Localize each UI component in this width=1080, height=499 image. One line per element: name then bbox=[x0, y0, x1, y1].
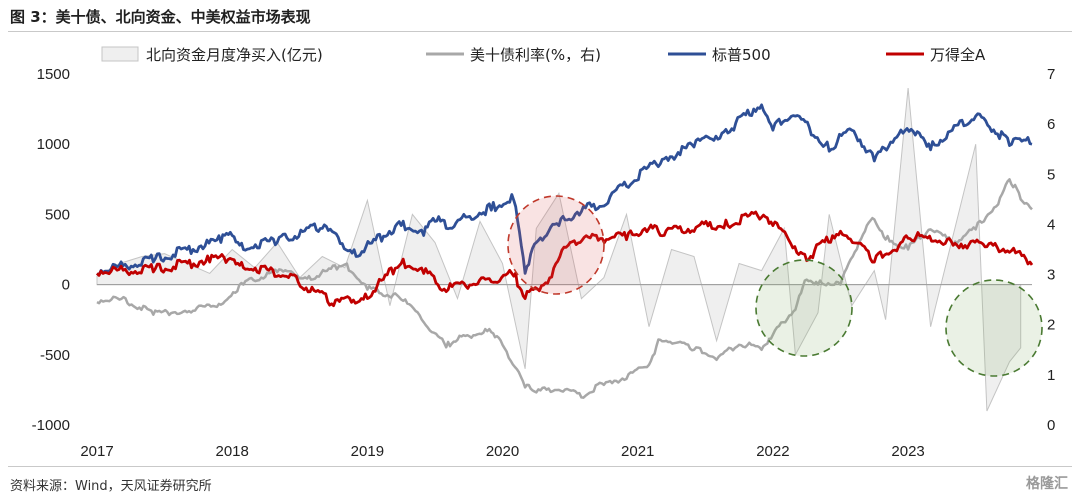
chart-title: 图 3：美十债、北向资金、中美权益市场表现 bbox=[10, 8, 311, 26]
highlight-circle-2023 bbox=[945, 279, 1043, 377]
series-line-sp500 bbox=[96, 103, 1033, 277]
x-tick-label: 2020 bbox=[486, 443, 519, 460]
highlight-circle-2020 bbox=[507, 195, 605, 295]
footer-divider bbox=[8, 466, 1072, 467]
y-left-tick-label: -1000 bbox=[32, 417, 70, 434]
y-left-tick-label: 500 bbox=[45, 206, 70, 223]
legend: 北向资金月度净买入(亿元) 美十债利率(%，右) 标普500 万得全A bbox=[101, 46, 986, 64]
legend-label: 标普500 bbox=[712, 46, 771, 64]
legend-label: 美十债利率(%，右) bbox=[470, 46, 601, 64]
y-right-tick-label: 2 bbox=[1047, 317, 1055, 334]
annotations bbox=[507, 195, 1043, 377]
y-right-tick-label: 6 bbox=[1047, 116, 1055, 133]
series-line-us10y bbox=[96, 178, 1033, 399]
plot-area bbox=[96, 87, 1034, 412]
highlight-circle-2022 bbox=[755, 259, 853, 357]
y-right-tick-label: 1 bbox=[1047, 367, 1055, 384]
y-left-tick-label: 0 bbox=[62, 277, 70, 294]
x-tick-label: 2023 bbox=[891, 443, 924, 460]
y-left-tick-label: 1000 bbox=[37, 136, 70, 153]
x-tick-label: 2022 bbox=[756, 443, 789, 460]
y-right-tick-label: 4 bbox=[1047, 216, 1055, 233]
watermark: 格隆汇 bbox=[1026, 476, 1068, 492]
y-left-tick-label: -500 bbox=[40, 347, 70, 364]
legend-label: 北向资金月度净买入(亿元) bbox=[146, 46, 323, 64]
source-note: 资料来源：Wind，天风证券研究所 bbox=[10, 479, 212, 494]
legend-label: 万得全A bbox=[930, 46, 986, 64]
y-right-tick-label: 7 bbox=[1047, 66, 1055, 83]
x-tick-label: 2018 bbox=[215, 443, 248, 460]
y-right-tick-label: 0 bbox=[1047, 417, 1055, 434]
axes: 1500 1000 500 0 -500 -1000 7 6 5 4 3 2 1 0 2017 2018 201… bbox=[32, 66, 1056, 460]
legend-swatch bbox=[101, 46, 139, 62]
series-line-wind-a bbox=[96, 210, 1034, 308]
x-tick-label: 2019 bbox=[351, 443, 384, 460]
x-tick-label: 2017 bbox=[80, 443, 113, 460]
y-left-tick-label: 1500 bbox=[37, 66, 70, 83]
title-divider bbox=[8, 31, 1072, 32]
y-right-tick-label: 5 bbox=[1047, 166, 1055, 183]
series-area-northbound bbox=[96, 87, 1022, 412]
y-right-tick-label: 3 bbox=[1047, 267, 1055, 284]
x-tick-label: 2021 bbox=[621, 443, 654, 460]
